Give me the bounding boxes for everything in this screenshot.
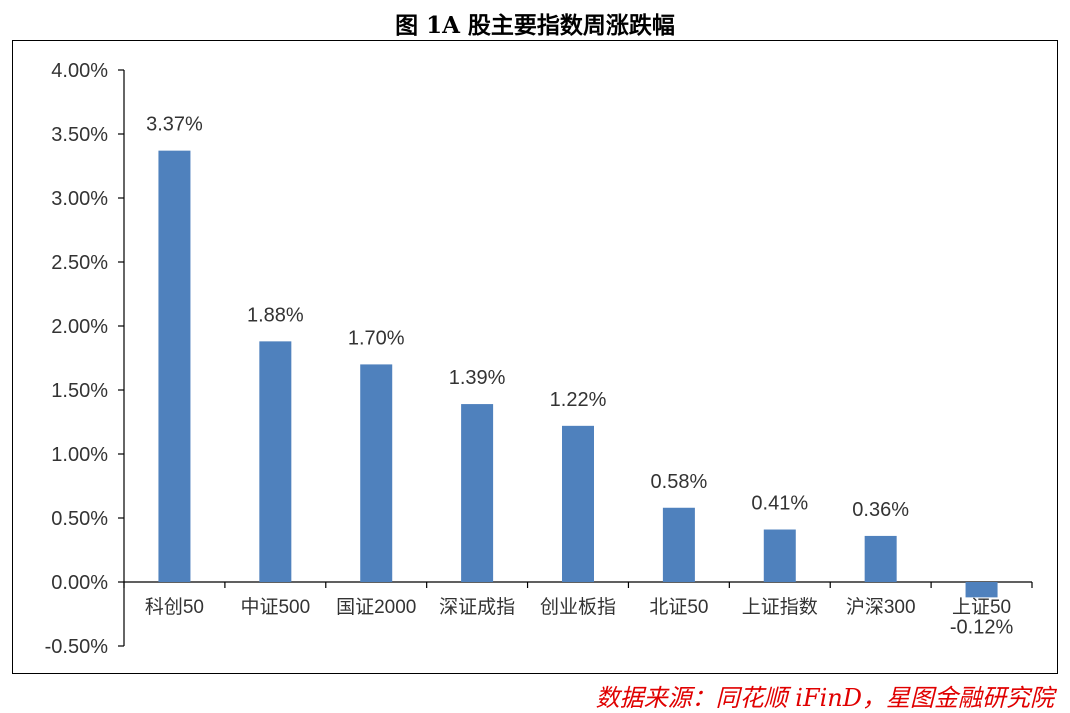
- chart-frame: [12, 40, 1058, 674]
- bar: [662, 507, 695, 582]
- x-tick-label: 上证50: [952, 596, 1011, 618]
- bar: [562, 425, 594, 582]
- y-tick-label: 2.00%: [51, 316, 108, 338]
- x-tick-label: 沪深300: [846, 596, 916, 618]
- x-tick-label: 创业板指: [540, 596, 616, 618]
- data-label: 0.36%: [852, 499, 909, 521]
- bar: [360, 364, 393, 582]
- y-tick-label: 3.00%: [51, 188, 108, 210]
- data-label: 0.58%: [651, 471, 708, 493]
- bar: [965, 582, 998, 598]
- y-tick-label: -0.50%: [45, 636, 109, 658]
- bar: [158, 150, 191, 582]
- data-label: 1.22%: [550, 389, 607, 411]
- y-tick-label: 3.50%: [51, 124, 108, 146]
- y-tick-label: 1.50%: [51, 380, 108, 402]
- data-label: 1.70%: [348, 327, 405, 349]
- x-tick-label: 北证50: [649, 596, 708, 618]
- chart-title: 图 1A 股主要指数周涨跌幅: [395, 12, 675, 39]
- data-label: 3.37%: [146, 114, 203, 136]
- data-label: 0.41%: [751, 493, 808, 515]
- y-tick-label: 2.50%: [51, 252, 108, 274]
- data-label: 1.39%: [449, 367, 506, 389]
- bar: [259, 341, 292, 582]
- x-tick-label: 上证指数: [742, 596, 818, 618]
- data-label: 1.88%: [247, 304, 304, 326]
- y-tick-label: 0.50%: [51, 508, 108, 530]
- x-tick-label: 中证500: [240, 596, 310, 618]
- data-label: -0.12%: [950, 616, 1014, 638]
- bar: [461, 404, 494, 582]
- y-tick-label: 4.00%: [51, 60, 108, 82]
- x-tick-label: 深证成指: [439, 596, 515, 618]
- bar: [763, 529, 796, 582]
- x-tick-label: 科创50: [145, 596, 204, 618]
- y-tick-label: 1.00%: [51, 444, 108, 466]
- source-note: 数据来源：同花顺 iFinD，星图金融研究院: [595, 684, 1054, 712]
- x-tick-label: 国证2000: [336, 596, 416, 618]
- y-tick-label: 0.00%: [51, 572, 108, 594]
- bar: [864, 535, 897, 582]
